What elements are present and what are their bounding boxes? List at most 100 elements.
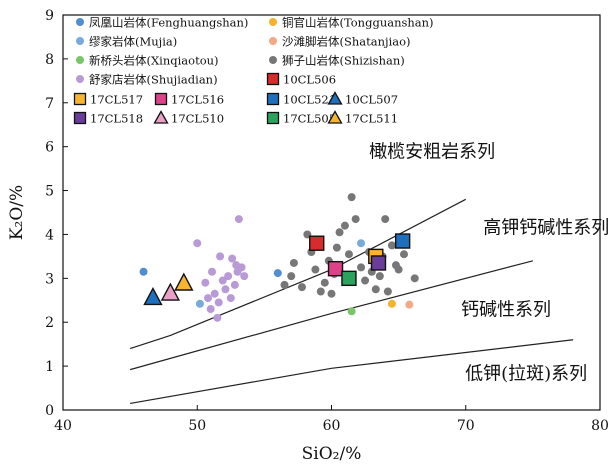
point-series-5-15: [347, 193, 356, 202]
point-series-12-0: [370, 255, 387, 271]
legend-marker-9: [154, 92, 168, 106]
boundary-line-2: [130, 339, 574, 405]
x-tick-label-2: 60: [323, 418, 341, 434]
point-series-5-30: [410, 274, 419, 283]
point-series-5-17: [357, 263, 366, 272]
point-series-6-8: [218, 276, 227, 285]
legend-marker-3: [269, 37, 277, 45]
data-marks: [139, 193, 419, 322]
y-tick-label-9: 9: [45, 8, 54, 24]
point-series-5-9: [327, 289, 336, 298]
legend-marker-11: [327, 91, 343, 105]
point-series-5-21: [371, 285, 380, 294]
point-series-5-1: [289, 258, 298, 267]
legend-marker-0: [76, 18, 84, 26]
point-series-5-2: [297, 283, 306, 292]
y-tick-label-1: 1: [45, 359, 54, 375]
legend-marker-2: [76, 37, 84, 45]
point-series-6-18: [232, 261, 241, 270]
point-series-5-0: [287, 272, 296, 281]
zone-label-3: 低钾(拉斑)系列: [465, 363, 587, 384]
point-series-6-9: [221, 285, 230, 294]
boundary-line-0: [129, 198, 467, 350]
point-series-5-18: [361, 276, 370, 285]
point-series-5-26: [387, 241, 396, 250]
legend-marker-10: [266, 92, 280, 106]
point-series-5-7: [320, 278, 329, 287]
y-tick-label-4: 4: [45, 227, 54, 243]
legend-label-9: 17CL516: [171, 93, 224, 107]
point-series-10-0: [394, 233, 411, 249]
legend-marker-8: [73, 92, 87, 106]
y-axis-label: K₂O/%: [7, 185, 27, 240]
point-series-0-0: [139, 267, 148, 276]
legend-marker-5: [269, 56, 277, 64]
legend-marker-12: [73, 111, 87, 125]
zone-label-2: 钙碱性系列: [461, 300, 551, 321]
point-series-5-16: [351, 215, 360, 224]
y-tick-label-7: 7: [45, 96, 54, 112]
legend-marker-1: [269, 18, 277, 26]
legend-marker-13: [153, 110, 169, 124]
point-series-1-0: [387, 299, 396, 308]
legend-label-8: 17CL517: [90, 93, 143, 107]
legend-label-10: 10CL521: [283, 93, 336, 107]
point-series-5-25: [383, 287, 392, 296]
point-series-15-0: [174, 272, 194, 291]
point-series-3-0: [405, 300, 414, 309]
point-series-5-29: [399, 250, 408, 259]
point-series-6-19: [214, 298, 223, 307]
point-series-4-0: [347, 307, 356, 316]
x-tick-label-4: 80: [591, 418, 609, 434]
point-series-6-10: [224, 272, 233, 281]
legend-label-11: 10CL507: [345, 93, 398, 107]
point-series-6-2: [203, 294, 212, 303]
point-series-6-3: [206, 305, 215, 314]
point-series-6-13: [230, 280, 239, 289]
x-axis-label: SiO₂/%: [302, 444, 362, 464]
point-series-5-13: [340, 221, 349, 230]
legend-marker-6: [76, 75, 84, 83]
point-series-2-1: [357, 239, 366, 248]
boundary-line-1: [129, 260, 534, 371]
point-series-2-0: [195, 299, 204, 308]
y-tick-label-2: 2: [45, 315, 54, 331]
legend-marker-4: [76, 56, 84, 64]
point-series-5-6: [316, 287, 325, 296]
point-series-5-5: [311, 265, 320, 274]
legend-label-3: 沙滩脚岩体(Shatanjiao): [282, 35, 411, 49]
zone-label-0: 橄榄安粗岩系列: [369, 142, 495, 163]
legend-label-15: 17CL511: [345, 112, 398, 126]
point-series-9-0: [327, 260, 344, 277]
point-series-6-15: [234, 215, 243, 224]
legend-label-2: 缪家岩体(Mujia): [89, 35, 177, 49]
point-series-6-17: [240, 272, 249, 281]
point-series-0-1: [273, 269, 282, 278]
legend-label-0: 凤凰山岩体(Fenghuangshan): [89, 16, 248, 30]
legend: 凤凰山岩体(Fenghuangshan) 铜官山岩体(Tongguanshan) 缪…: [73, 16, 434, 126]
legend-label-6: 舒家店岩体(Shujiadian): [89, 73, 218, 87]
point-series-6-0: [193, 239, 202, 248]
x-tick-label-1: 50: [188, 418, 206, 434]
point-series-5-24: [381, 215, 390, 224]
point-series-5-31: [280, 280, 289, 289]
legend-label-7: 10CL506: [283, 73, 336, 87]
legend-label-14: 17CL505: [283, 112, 336, 126]
legend-marker-15: [327, 110, 343, 124]
point-series-6-11: [226, 294, 235, 303]
y-tick-label-8: 8: [45, 52, 54, 68]
point-series-5-14: [344, 250, 353, 259]
point-series-5-28: [394, 265, 403, 274]
point-series-14-0: [341, 270, 357, 287]
legend-label-5: 狮子山岩体(Shizishan): [282, 54, 405, 68]
legend-marker-7: [266, 72, 280, 86]
point-series-6-5: [210, 289, 219, 298]
point-series-5-11: [332, 243, 341, 252]
y-tick-label-0: 0: [45, 403, 54, 419]
x-tick-label-0: 40: [54, 418, 72, 434]
zone-label-1: 高钾钙碱性系列: [483, 218, 609, 239]
point-series-7-0: [309, 235, 325, 251]
point-series-6-12: [228, 254, 237, 263]
